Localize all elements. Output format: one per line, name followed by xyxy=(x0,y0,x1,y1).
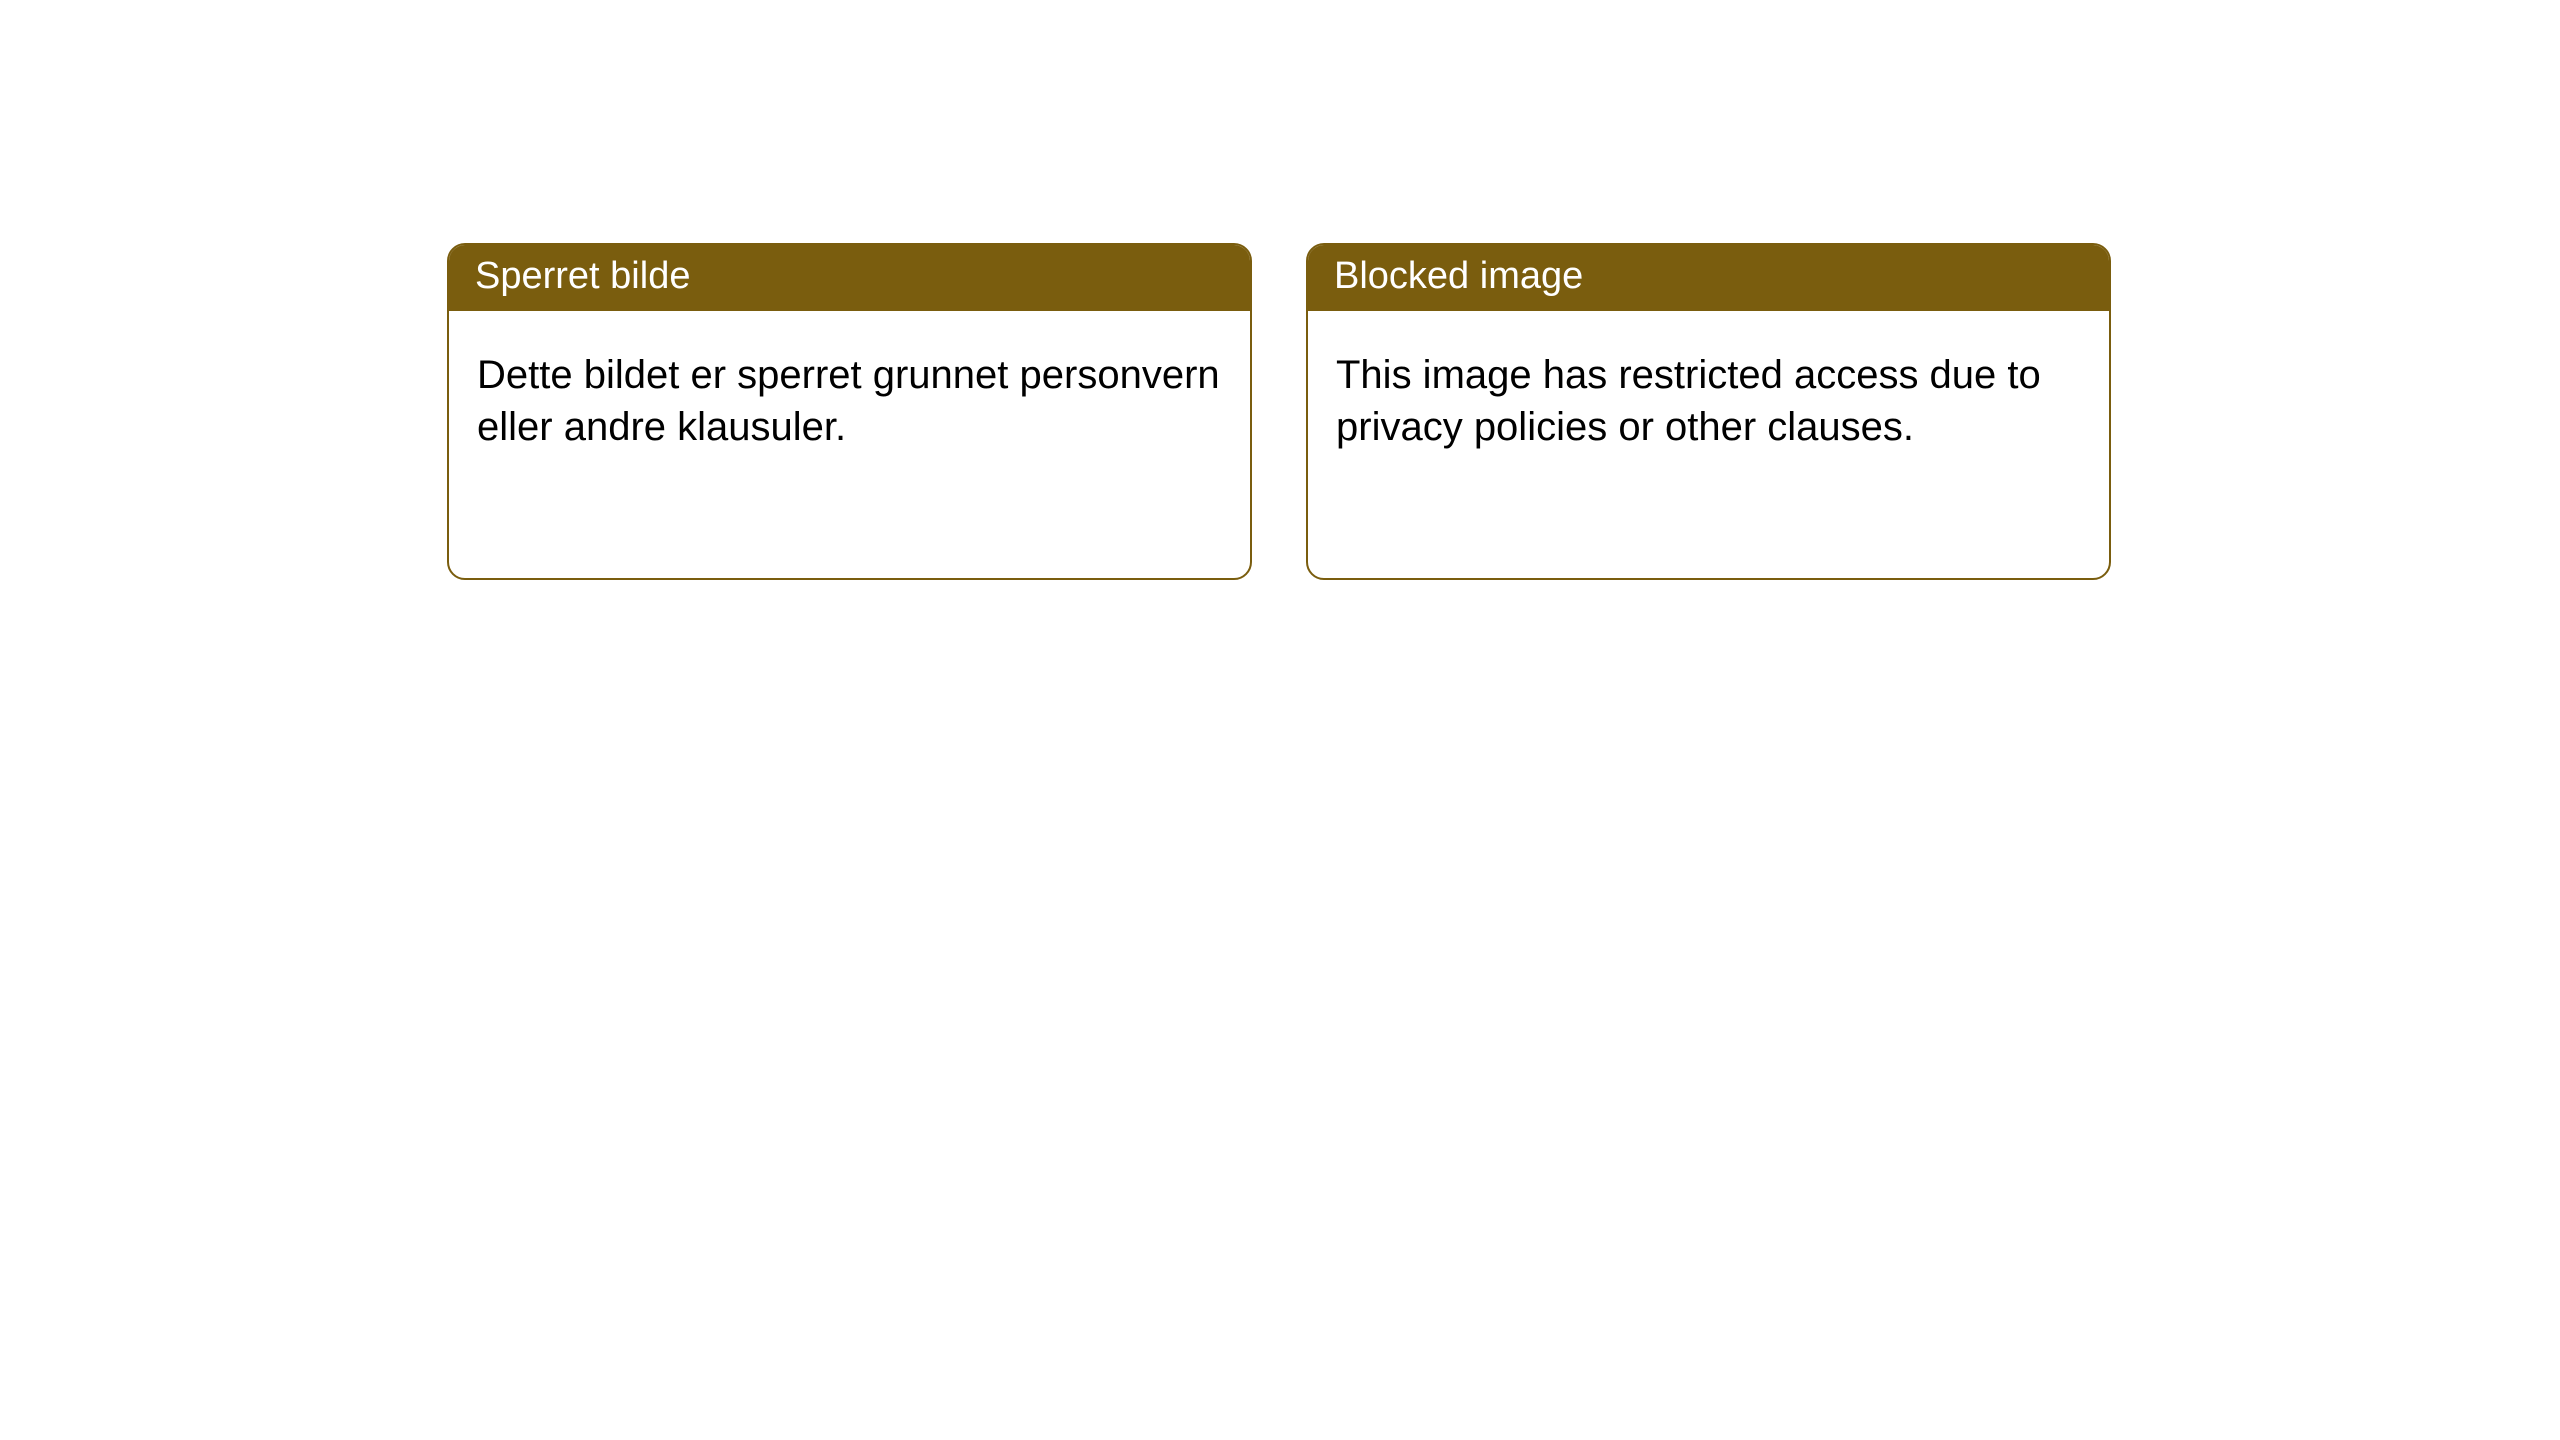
card-body: This image has restricted access due to … xyxy=(1308,311,2109,491)
notice-cards-container: Sperret bilde Dette bildet er sperret gr… xyxy=(0,0,2560,580)
notice-card-english: Blocked image This image has restricted … xyxy=(1306,243,2111,580)
card-header: Blocked image xyxy=(1308,245,2109,311)
card-body-text: Dette bildet er sperret grunnet personve… xyxy=(477,353,1220,449)
card-header: Sperret bilde xyxy=(449,245,1250,311)
card-title: Sperret bilde xyxy=(475,255,690,297)
card-body-text: This image has restricted access due to … xyxy=(1336,353,2041,449)
notice-card-norwegian: Sperret bilde Dette bildet er sperret gr… xyxy=(447,243,1252,580)
card-body: Dette bildet er sperret grunnet personve… xyxy=(449,311,1250,491)
card-title: Blocked image xyxy=(1334,255,1583,297)
